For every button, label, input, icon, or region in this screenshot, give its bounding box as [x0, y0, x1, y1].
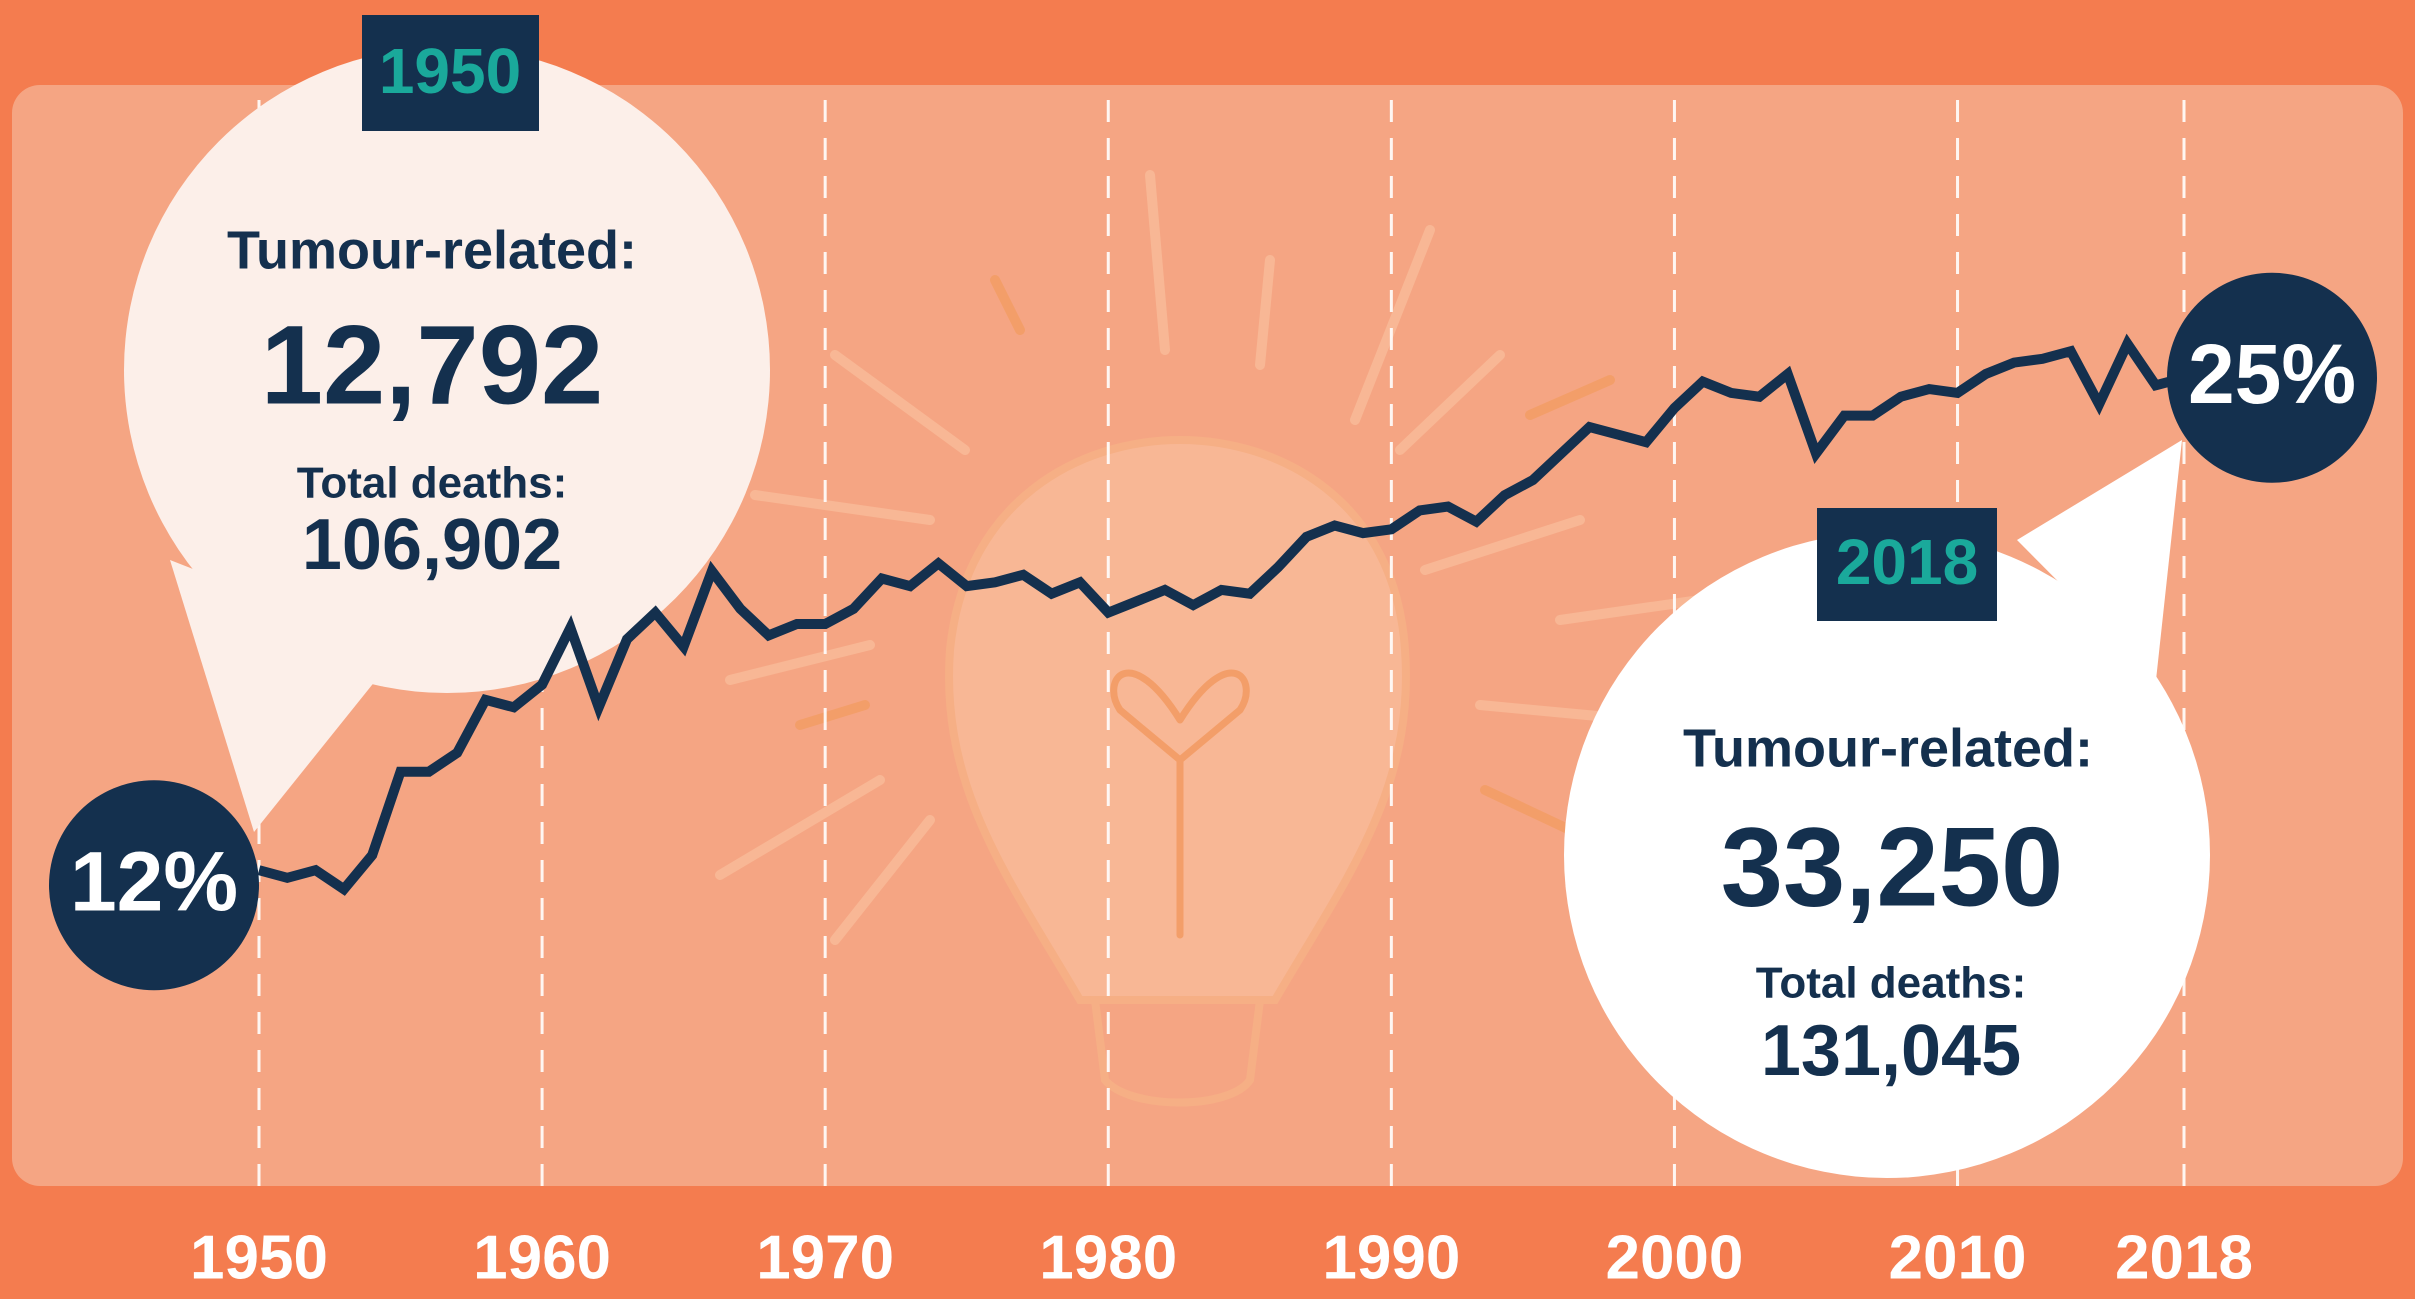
annotation-value: 33,250	[1721, 805, 2064, 930]
annotation-label: Tumour-related:	[1683, 718, 2093, 778]
x-tick-label: 2010	[1889, 1223, 2027, 1292]
value-label: 25%	[2188, 327, 2356, 421]
chart: 1950 1960 1970 1980 1990 2000 2010 2018 12% 25% 1…	[0, 0, 2415, 1299]
year-label: 1950	[379, 35, 521, 107]
annotation-label: Tumour-related:	[227, 220, 637, 280]
page: 1950 1960 1970 1980 1990 2000 2010 2018 12% 25% 1…	[0, 0, 2415, 1299]
annotation-total-label: Total deaths:	[1756, 959, 2027, 1008]
year-label: 2018	[1836, 526, 1978, 598]
annotation-total: 106,902	[302, 505, 562, 585]
value-label: 12%	[70, 834, 238, 928]
x-tick-label: 1980	[1039, 1223, 1177, 1292]
x-tick-label: 1970	[756, 1223, 894, 1292]
x-tick-label: 2018	[2115, 1223, 2253, 1292]
x-tick-label: 1950	[190, 1223, 328, 1292]
x-tick-label: 1960	[473, 1223, 611, 1292]
annotation-value: 12,792	[261, 303, 604, 428]
x-tick-label: 2000	[1605, 1223, 1743, 1292]
annotation-total-label: Total deaths:	[297, 459, 568, 508]
annotation-total: 131,045	[1761, 1011, 2021, 1091]
x-tick-label: 1990	[1322, 1223, 1460, 1292]
